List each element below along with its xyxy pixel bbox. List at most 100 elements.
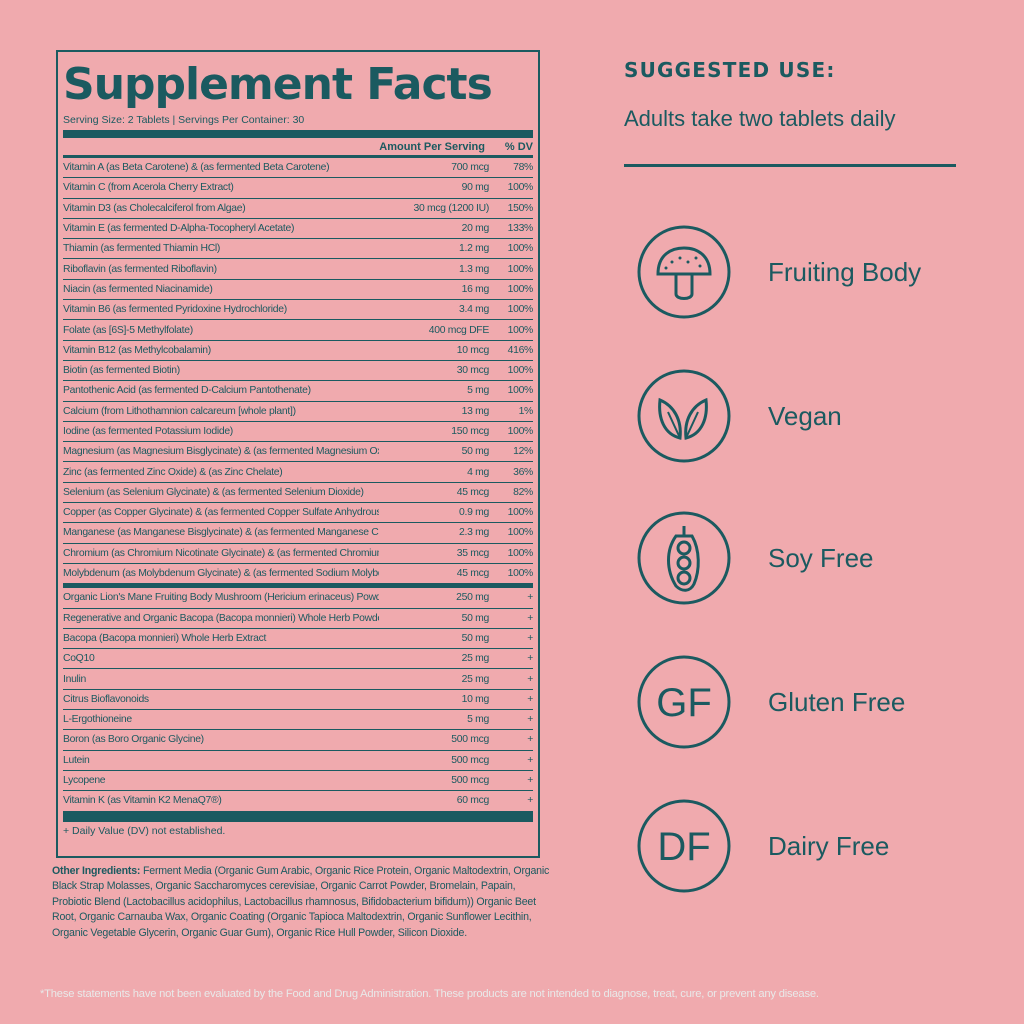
facts-row: Molybdenum (as Molybdenum Glycinate) & (… [63, 564, 533, 585]
badge-label: Dairy Free [768, 830, 890, 861]
nutrient-name: Iodine (as fermented Potassium Iodide) [63, 426, 233, 437]
nutrient-name: Niacin (as fermented Niacinamide) [63, 283, 213, 295]
nutrient-dv: 100% [507, 365, 533, 377]
nutrient-amount: 50 mg [461, 632, 490, 644]
facts-row: L-Ergothioneine 5 mg + [63, 710, 533, 731]
nutrient-name: Thiamin (as fermented Thiamin HCl) [63, 243, 221, 255]
nutrient-amount: 4 mg [467, 466, 489, 478]
nutrient-name: Biotin (as fermented Biotin) [63, 365, 180, 377]
other-ingredients-label: Other Ingredients: [52, 865, 141, 877]
nutrient-dv: + [527, 795, 533, 807]
nutrient-amount: 10 mg [461, 693, 490, 705]
facts-row: Biotin (as fermented Biotin) 30 mcg 100% [63, 361, 533, 382]
nutrient-dv: + [527, 653, 533, 665]
nutrient-name: Lycopene [63, 775, 106, 787]
nutrient-amount: 1.3 mg [459, 263, 489, 275]
nutrient-name: Organic Lion's Mane Fruiting Body Mushro… [63, 592, 379, 604]
nutrient-amount: 1.2 mg [459, 243, 489, 255]
facts-row: Vitamin E (as fermented D-Alpha-Tocopher… [63, 219, 533, 240]
nutrient-amount: 5 mg [467, 385, 489, 397]
nutrient-name: Vitamin B6 (as fermented Pyridoxine Hydr… [63, 304, 287, 316]
vitamin-rows: Vitamin A (as Beta Carotene) & (as ferme… [63, 158, 533, 585]
nutrient-name: Vitamin A (as Beta Carotene) & (as ferme… [63, 162, 330, 174]
nutrient-name: L-Ergothioneine [63, 714, 132, 726]
nutrient-name: Magnesium (as Magnesium Bisglycinate) & … [63, 446, 379, 458]
nutrient-dv: + [527, 673, 533, 685]
facts-row: Organic Lion's Mane Fruiting Body Mushro… [63, 588, 533, 609]
nutrient-name: Vitamin E (as fermented D-Alpha-Tocopher… [63, 223, 295, 235]
facts-row: Copper (as Copper Glycinate) & (as ferme… [63, 503, 533, 524]
other-ingredients-text: Ferment Media (Organic Gum Arabic, Organ… [52, 865, 550, 939]
mushroom-icon [637, 225, 731, 319]
header-dv: % DV [504, 140, 533, 153]
nutrient-dv: 100% [507, 263, 533, 275]
header-amount: Amount Per Serving [379, 140, 485, 153]
nutrient-amount: 25 mg [461, 653, 490, 665]
nutrient-name: Molybdenum (as Molybdenum Glycinate) & (… [63, 568, 379, 580]
facts-row: Calcium (from Lithothamnion calcareum [w… [63, 402, 533, 422]
nutrient-amount: 90 mg [461, 182, 490, 194]
facts-row: Zinc (as fermented Zinc Oxide) & (as Zin… [63, 462, 533, 483]
nutrient-amount: 0.9 mg [459, 507, 489, 519]
nutrient-name: Pantothenic Acid (as fermented D-Calcium… [63, 385, 311, 397]
nutrient-name: Vitamin K (as Vitamin K2 MenaQ7®) [63, 795, 222, 807]
nutrient-amount: 50 mg [461, 612, 490, 624]
facts-row: Vitamin D3 (as Cholecalciferol from Alga… [63, 199, 533, 219]
facts-row: Thiamin (as fermented Thiamin HCl) 1.2 mg… [63, 239, 533, 260]
nutrient-dv: 100% [507, 507, 533, 519]
facts-row: Inulin 25 mg + [63, 669, 533, 690]
nutrient-name: Vitamin D3 (as Cholecalciferol from Alga… [63, 202, 246, 214]
nutrient-name: Boron (as Boro Organic Glycine) [63, 734, 204, 746]
nutrient-dv: 1% [518, 405, 533, 417]
badge-label: Gluten Free [768, 686, 906, 717]
nutrient-dv: 133% [507, 223, 533, 235]
nutrient-amount: 3.4 mg [459, 304, 489, 316]
facts-row: Vitamin K (as Vitamin K2 MenaQ7®) 60 mcg + [63, 791, 533, 812]
other-ingredients: Other Ingredients: Ferment Media (Organi… [52, 864, 552, 941]
nutrient-name: Vitamin C (from Acerola Cherry Extract) [63, 182, 234, 194]
facts-row: Vitamin B6 (as fermented Pyridoxine Hydr… [63, 300, 533, 321]
facts-row: Riboflavin (as fermented Riboflavin) 1.3 … [63, 259, 533, 280]
facts-row: Vitamin B12 (as Methylcobalamin) 10 mcg 41… [63, 341, 533, 361]
nutrient-dv: + [527, 592, 533, 604]
nutrient-dv: 100% [507, 568, 533, 580]
badge-fruiting-body: Fruiting Body [636, 222, 956, 322]
nutrient-amount: 400 mcg DFE [428, 324, 490, 336]
section-divider [63, 584, 533, 589]
nutrient-amount: 35 mcg [456, 547, 490, 559]
badge-label: Soy Free [768, 542, 874, 573]
nutrient-amount: 30 mcg [456, 365, 490, 377]
nutrient-name: Vitamin B12 (as Methylcobalamin) [63, 344, 211, 356]
divider [624, 164, 956, 167]
nutrient-amount: 700 mcg [451, 162, 489, 174]
facts-row: Vitamin A (as Beta Carotene) & (as ferme… [63, 158, 533, 179]
nutrient-dv: 100% [507, 283, 533, 295]
facts-row: Iodine (as fermented Potassium Iodide) 15… [63, 422, 533, 443]
nutrient-name: Copper (as Copper Glycinate) & (as ferme… [63, 507, 379, 519]
soybean-icon [637, 511, 731, 605]
facts-row: Chromium (as Chromium Nicotinate Glycina… [63, 544, 533, 564]
nutrient-dv: 100% [507, 385, 533, 397]
nutrient-amount: 16 mg [461, 283, 490, 295]
nutrient-amount: 30 mcg (1200 IU) [413, 202, 490, 214]
facts-row: Lycopene 500 mcg + [63, 771, 533, 792]
nutrient-amount: 60 mcg [456, 795, 490, 807]
nutrient-dv: 12% [513, 446, 533, 458]
badge-gluten-free: GF Gluten Free [636, 652, 956, 752]
nutrient-name: Lutein [63, 754, 90, 766]
nutrient-dv: 100% [507, 527, 533, 539]
nutrient-dv: 78% [513, 162, 533, 174]
nutrient-name: Riboflavin (as fermented Riboflavin) [63, 263, 217, 275]
nutrient-name: Zinc (as fermented Zinc Oxide) & (as Zin… [63, 466, 283, 478]
facts-row: Folate (as [6S]-5 Methylfolate) 400 mcg D… [63, 320, 533, 341]
nutrient-dv: + [527, 612, 533, 624]
nutrient-name: Citrus Bioflavonoids [63, 693, 149, 705]
nutrient-amount: 500 mcg [451, 754, 489, 766]
nutrient-dv: + [527, 632, 533, 644]
nutrient-name: Inulin [63, 673, 87, 685]
facts-row: Regenerative and Organic Bacopa (Bacopa … [63, 609, 533, 629]
nutrient-amount: 50 mg [461, 446, 490, 458]
facts-row: Magnesium (as Magnesium Bisglycinate) & … [63, 442, 533, 463]
fda-disclaimer: *These statements have not been evaluate… [40, 988, 819, 1000]
suggested-use-text: Adults take two tablets daily [624, 106, 896, 131]
